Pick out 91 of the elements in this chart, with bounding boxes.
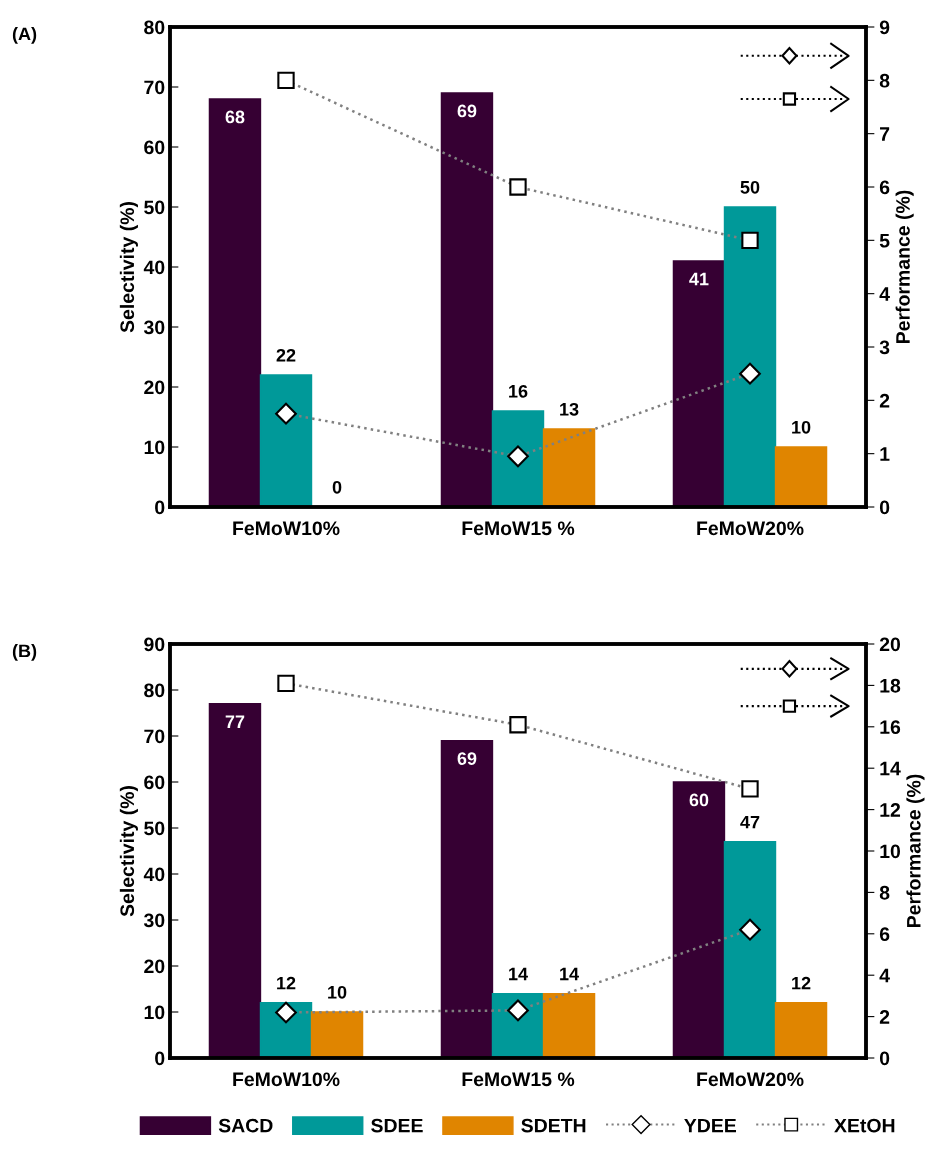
y-tick-label: 50 — [144, 200, 165, 215]
x-tick-label: FeMoW20% — [697, 521, 804, 536]
data-label: 77 — [225, 715, 245, 728]
legend-label: SDETH — [521, 1118, 586, 1133]
data-label: 10 — [328, 985, 347, 999]
bar — [723, 206, 777, 507]
data-label: 69 — [457, 104, 477, 118]
data-label: 50 — [740, 180, 760, 194]
data-label: 68 — [225, 110, 245, 124]
data-label: 12 — [277, 976, 296, 990]
bar — [672, 260, 726, 507]
y-tick-label: 70 — [144, 80, 165, 95]
y2-tick-label: 6 — [879, 927, 890, 942]
y2-tick-label: 2 — [879, 1010, 890, 1024]
bar — [440, 739, 494, 1058]
y2-tick-label: 8 — [879, 73, 890, 88]
y-tick-label: 60 — [144, 775, 165, 790]
bar — [491, 410, 545, 507]
y-tick-label: 50 — [144, 821, 165, 836]
y-tick-label: 80 — [144, 20, 165, 35]
data-label: 69 — [457, 752, 477, 765]
y-tick-label: 0 — [155, 1051, 165, 1066]
x-tick-label: FeMoW15 % — [462, 1072, 575, 1087]
y2-tick-label: 0 — [879, 500, 890, 515]
y-tick-label: 10 — [144, 440, 165, 455]
y2-tick-label: 4 — [879, 287, 890, 301]
y-tick-label: 80 — [144, 683, 165, 698]
data-label: 10 — [792, 420, 811, 434]
y2-tick-label: 8 — [879, 885, 890, 900]
bar — [208, 98, 262, 507]
bar — [774, 446, 828, 507]
bar — [259, 374, 313, 507]
x-tick-label: FeMoW20% — [697, 1072, 804, 1087]
y2-tick-label: 14 — [880, 761, 901, 776]
y2-tick-label: 7 — [880, 127, 890, 141]
y2-axis-title: Performance (%) — [906, 774, 925, 927]
y-tick-label: 30 — [143, 320, 165, 335]
bar — [310, 1011, 364, 1058]
bar — [491, 992, 545, 1058]
bar — [672, 781, 726, 1058]
y-tick-label: 20 — [144, 959, 165, 974]
bar — [542, 992, 596, 1058]
data-label: 47 — [740, 815, 760, 829]
x-tick-label: FeMoW10% — [233, 1072, 340, 1087]
data-label: 13 — [560, 402, 579, 416]
y-tick-label: 60 — [144, 140, 165, 155]
bar — [723, 841, 777, 1058]
data-label: 60 — [689, 793, 709, 807]
y-tick-label: 0 — [155, 500, 165, 515]
y-tick-label: 20 — [144, 380, 165, 395]
y2-tick-label: 12 — [880, 803, 901, 817]
bar — [542, 428, 596, 507]
data-label: 41 — [689, 272, 709, 286]
y2-tick-label: 9 — [879, 20, 890, 35]
y2-axis-title: Performance (%) — [895, 190, 914, 343]
y-tick-label: 30 — [143, 913, 165, 928]
y2-tick-label: 18 — [880, 678, 901, 693]
y2-tick-label: 3 — [879, 340, 890, 355]
y-axis-title: Selectivity (%) — [119, 786, 138, 917]
data-label: 12 — [792, 976, 811, 990]
y-tick-label: 40 — [143, 867, 165, 882]
y2-tick-label: 5 — [879, 234, 890, 248]
bar — [774, 1002, 828, 1058]
data-label: 14 — [509, 967, 528, 981]
data-label: 14 — [560, 967, 579, 981]
legend-label: SACD — [218, 1118, 273, 1133]
bar — [208, 703, 262, 1058]
x-tick-label: FeMoW10% — [233, 521, 340, 536]
y-tick-label: 90 — [144, 637, 165, 652]
y-tick-label: 10 — [144, 1005, 165, 1020]
data-label: 0 — [332, 480, 342, 494]
text: (B) — [12, 644, 37, 661]
data-label: 16 — [509, 384, 528, 398]
y-tick-label: 70 — [144, 729, 165, 744]
bar — [440, 92, 494, 507]
y2-tick-label: 2 — [879, 393, 890, 408]
y-axis-title: Selectivity (%) — [119, 202, 138, 333]
y2-tick-label: 4 — [879, 968, 890, 983]
y2-tick-label: 16 — [880, 720, 901, 735]
x-tick-label: FeMoW15 % — [462, 521, 575, 536]
data-label: 22 — [276, 348, 296, 362]
y-tick-label: 40 — [143, 260, 165, 275]
y2-tick-label: 20 — [879, 637, 901, 652]
legend-label: YDEE — [684, 1118, 737, 1133]
y2-tick-label: 0 — [879, 1051, 890, 1066]
legend-label: SDEE — [371, 1118, 423, 1133]
y2-tick-label: 6 — [879, 180, 890, 195]
legend-label: XEtOH — [834, 1118, 895, 1133]
y2-tick-label: 1 — [880, 447, 890, 461]
text: (A) — [12, 27, 37, 44]
y2-tick-label: 10 — [880, 844, 901, 859]
